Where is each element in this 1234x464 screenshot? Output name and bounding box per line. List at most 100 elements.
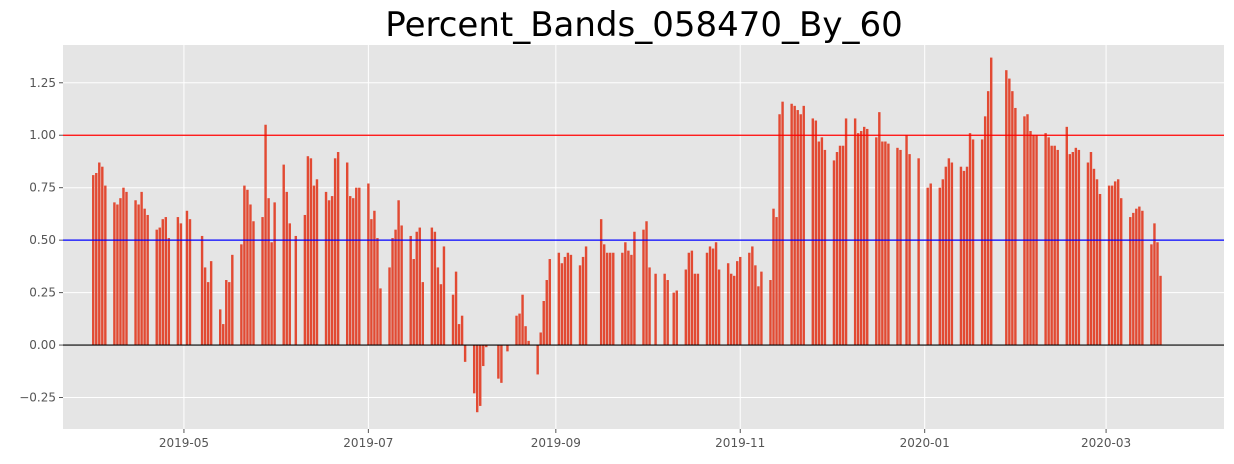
bar bbox=[394, 229, 397, 346]
bar bbox=[249, 204, 252, 346]
bar bbox=[708, 246, 712, 346]
bar bbox=[548, 259, 551, 346]
bar bbox=[457, 324, 461, 346]
bar bbox=[113, 202, 116, 346]
bar bbox=[630, 254, 633, 346]
x-tick-label: 2020-03 bbox=[1081, 436, 1131, 450]
bar bbox=[814, 120, 818, 346]
bar bbox=[1092, 168, 1096, 346]
bar bbox=[648, 267, 651, 346]
bar bbox=[844, 118, 848, 346]
bar bbox=[518, 313, 521, 346]
bar bbox=[303, 214, 307, 346]
bar bbox=[684, 269, 688, 346]
bar bbox=[430, 227, 434, 346]
bar bbox=[645, 221, 648, 346]
bar bbox=[1068, 154, 1072, 346]
bar bbox=[527, 340, 530, 346]
bar bbox=[333, 158, 337, 346]
bar bbox=[400, 225, 403, 346]
bar bbox=[1029, 131, 1032, 346]
bar bbox=[772, 208, 775, 346]
bar bbox=[1047, 137, 1050, 346]
bar bbox=[714, 242, 718, 346]
x-axis-ticks: 2019-05 2019-07 2019-09 2019-11 2020-01 2020-… bbox=[159, 429, 1131, 450]
bar bbox=[345, 162, 349, 346]
y-tick-label: 0.75 bbox=[29, 181, 56, 195]
bar bbox=[282, 164, 285, 346]
bar bbox=[315, 179, 319, 346]
bar bbox=[751, 246, 754, 346]
bar bbox=[917, 158, 920, 346]
bar bbox=[155, 229, 158, 346]
bar bbox=[98, 162, 101, 346]
bar bbox=[965, 166, 969, 346]
bar bbox=[379, 288, 382, 346]
bar bbox=[267, 198, 270, 346]
bar bbox=[1071, 152, 1075, 346]
bar bbox=[823, 149, 827, 346]
bar bbox=[1050, 145, 1053, 346]
bar bbox=[717, 269, 721, 346]
bar bbox=[273, 202, 276, 346]
bar bbox=[231, 254, 234, 346]
bar bbox=[1156, 242, 1159, 346]
x-tick-label: 2019-09 bbox=[531, 436, 581, 450]
bar bbox=[418, 227, 421, 346]
bar bbox=[1005, 70, 1008, 346]
bar bbox=[811, 118, 815, 346]
bar bbox=[832, 160, 836, 346]
bar bbox=[950, 162, 954, 346]
bar bbox=[1129, 217, 1132, 346]
bar bbox=[137, 204, 140, 346]
bar bbox=[219, 309, 222, 346]
bar bbox=[938, 187, 942, 346]
bar bbox=[1074, 147, 1078, 346]
bar bbox=[188, 219, 192, 346]
bar bbox=[606, 252, 609, 346]
y-tick-label: 1.25 bbox=[29, 76, 56, 90]
bar bbox=[412, 259, 415, 346]
bar bbox=[1135, 208, 1138, 346]
bar bbox=[164, 217, 168, 346]
bar bbox=[240, 244, 243, 346]
bar bbox=[1065, 126, 1068, 346]
bar bbox=[451, 294, 455, 346]
bar bbox=[1095, 179, 1099, 346]
bar bbox=[654, 273, 657, 346]
bar bbox=[896, 147, 899, 346]
bar bbox=[352, 198, 355, 346]
bar bbox=[1056, 149, 1059, 346]
bar bbox=[1116, 179, 1120, 346]
bar bbox=[1132, 212, 1135, 346]
y-tick-label: 0.00 bbox=[29, 338, 56, 352]
bar bbox=[760, 271, 763, 346]
bar bbox=[146, 214, 149, 346]
bar bbox=[817, 141, 821, 346]
bar bbox=[557, 252, 561, 346]
bar bbox=[841, 145, 845, 346]
bar bbox=[539, 332, 542, 346]
bar bbox=[926, 187, 929, 346]
bar bbox=[621, 252, 624, 346]
bar bbox=[460, 315, 464, 346]
bar bbox=[1138, 206, 1141, 346]
bar bbox=[306, 156, 310, 346]
bar bbox=[642, 229, 645, 346]
bar bbox=[563, 256, 567, 346]
bar bbox=[209, 261, 213, 346]
bar bbox=[1053, 145, 1056, 346]
bar bbox=[1098, 193, 1102, 346]
bar bbox=[454, 271, 458, 346]
bar bbox=[355, 187, 358, 346]
bar bbox=[971, 139, 975, 346]
bar bbox=[986, 91, 990, 346]
bar bbox=[884, 141, 887, 346]
bar bbox=[1159, 275, 1162, 346]
bar bbox=[666, 280, 669, 346]
bar bbox=[376, 238, 379, 346]
bar bbox=[1150, 244, 1153, 346]
bar bbox=[119, 198, 122, 346]
bar bbox=[584, 246, 588, 346]
